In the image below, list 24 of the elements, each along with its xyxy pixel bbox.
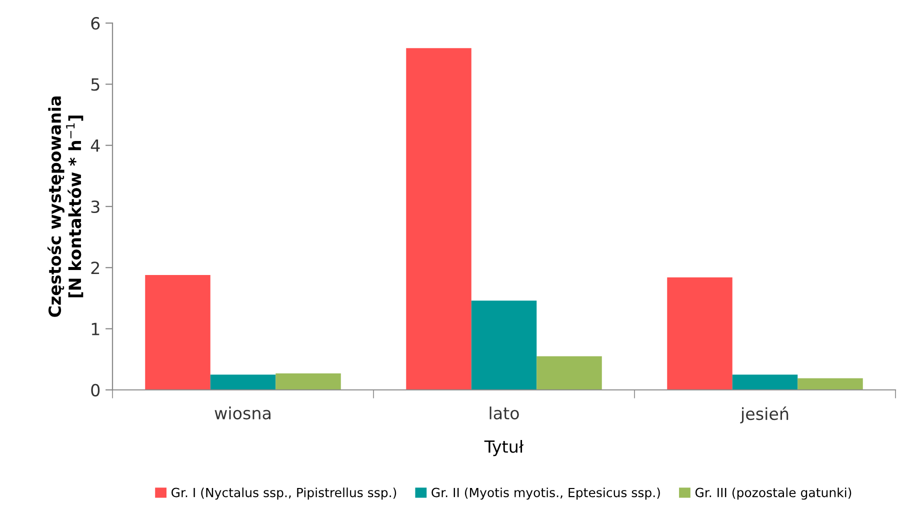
y-tick-label: 2 <box>91 262 100 274</box>
bar <box>406 48 472 390</box>
bar <box>536 356 602 390</box>
y-tick-label: 1 <box>92 322 100 336</box>
y-tick-label: 3 <box>91 200 100 214</box>
legend-label: Gr. II (Myotis myotis., Eptesicus ssp.) <box>432 488 660 500</box>
x-axis-title: Tytuł <box>484 440 524 456</box>
bar <box>798 378 863 390</box>
y-tick-label: 6 <box>91 17 100 30</box>
x-tick-label: wiosna <box>214 406 270 420</box>
bar <box>667 277 732 390</box>
y-tick-label: 5 <box>91 78 100 91</box>
y-axis-title: Częstośc występowania [N kontaktów * h$^{−1}$] <box>48 96 84 317</box>
bar <box>210 374 276 390</box>
legend-label: Gr. I (Nyctalus ssp., Pipistrellus ssp.) <box>172 488 396 500</box>
bar <box>145 274 210 390</box>
bar <box>471 300 537 390</box>
x-tick-label: jesień <box>740 406 788 424</box>
bar <box>732 374 798 390</box>
y-tick-label: 4 <box>90 140 100 152</box>
y-tick-label: 0 <box>91 384 100 396</box>
x-tick-label: lato <box>490 406 519 420</box>
legend-label: Gr. III (pozostale gatunki) <box>695 488 852 500</box>
bar <box>276 373 341 390</box>
